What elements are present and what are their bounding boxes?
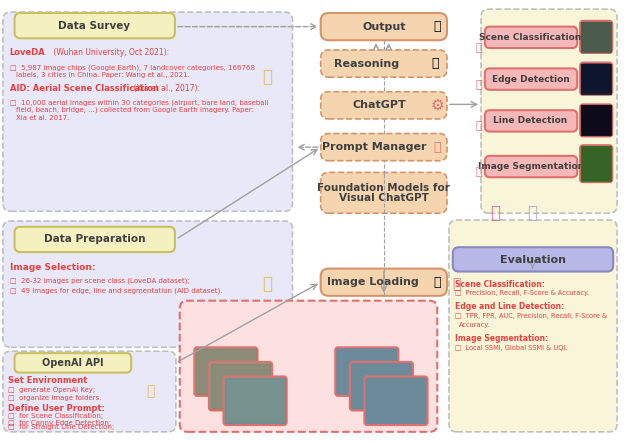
FancyBboxPatch shape (195, 348, 257, 396)
FancyBboxPatch shape (485, 110, 577, 131)
Text: Reasoning: Reasoning (334, 59, 399, 68)
FancyBboxPatch shape (580, 145, 612, 182)
FancyBboxPatch shape (15, 353, 131, 373)
Text: Data Preparation: Data Preparation (44, 235, 145, 244)
Text: Edge and Line Detection:: Edge and Line Detection: (455, 302, 564, 311)
Text: Image Loading: Image Loading (327, 277, 419, 287)
Text: Image Selection:: Image Selection: (10, 263, 95, 272)
Text: 💗: 💗 (491, 204, 500, 222)
Text: ⚙: ⚙ (431, 98, 444, 113)
Text: Image Segmentation:: Image Segmentation: (455, 334, 548, 343)
FancyBboxPatch shape (485, 26, 577, 48)
FancyBboxPatch shape (321, 50, 447, 77)
Text: 📥: 📥 (433, 276, 441, 289)
FancyBboxPatch shape (449, 220, 617, 432)
FancyBboxPatch shape (3, 221, 292, 348)
Text: 📊: 📊 (452, 277, 461, 291)
Text: 🗄: 🗄 (262, 275, 272, 293)
Text: Image Segmentation: Image Segmentation (477, 162, 584, 171)
Text: OpenAI API: OpenAI API (42, 358, 104, 368)
Text: Data Survey: Data Survey (58, 21, 131, 31)
Text: Edge Detection: Edge Detection (492, 75, 570, 84)
Text: □  26-32 images per scene class (LoveDA dataset);: □ 26-32 images per scene class (LoveDA d… (10, 278, 189, 284)
Text: Output: Output (362, 22, 406, 32)
Text: 🧠: 🧠 (431, 57, 439, 70)
Text: Visual ChatGPT: Visual ChatGPT (339, 193, 429, 203)
Text: □  Precision, Recall, F-Score & Accuracy.: □ Precision, Recall, F-Score & Accuracy. (455, 290, 589, 296)
Text: Define User Prompt:: Define User Prompt: (8, 404, 105, 413)
FancyBboxPatch shape (321, 172, 447, 213)
FancyBboxPatch shape (223, 377, 287, 425)
Text: □  10,000 aerial images within 30 categories (airport, bare land, baseball: □ 10,000 aerial images within 30 categor… (10, 99, 268, 106)
Text: □  TPR, FPR, AUC, Precision, Recall, F-Score &: □ TPR, FPR, AUC, Precision, Recall, F-Sc… (455, 313, 607, 319)
Text: field, beach, bridge, ...) collected from Google Earth imagery. Paper:: field, beach, bridge, ...) collected fro… (15, 107, 253, 113)
FancyBboxPatch shape (321, 134, 447, 161)
FancyBboxPatch shape (180, 301, 437, 432)
FancyBboxPatch shape (485, 68, 577, 90)
Text: 📤: 📤 (433, 20, 441, 33)
Text: □  49 images for edge, line and segmentation (AID dataset).: □ 49 images for edge, line and segmentat… (10, 288, 222, 294)
Text: LoveDA: LoveDA (10, 49, 45, 57)
FancyBboxPatch shape (209, 362, 272, 411)
FancyBboxPatch shape (3, 351, 176, 432)
Text: labels, 3 cities in China. Paper: Wang et al., 2021.: labels, 3 cities in China. Paper: Wang e… (15, 72, 189, 78)
Text: □  for Canny Edge Detection;: □ for Canny Edge Detection; (8, 420, 111, 426)
Text: 📍: 📍 (147, 384, 155, 398)
Text: □  for Scene Classification;: □ for Scene Classification; (8, 413, 103, 419)
Text: Scene Classification:: Scene Classification: (455, 280, 545, 289)
Text: Set Environment: Set Environment (8, 376, 87, 385)
Text: 📋: 📋 (476, 80, 483, 90)
FancyBboxPatch shape (335, 348, 399, 396)
FancyBboxPatch shape (364, 377, 428, 425)
Text: 👤: 👤 (433, 141, 441, 153)
Text: Foundation Models for: Foundation Models for (317, 183, 451, 193)
Text: Xia et al. 2017.: Xia et al. 2017. (15, 115, 69, 121)
FancyBboxPatch shape (580, 63, 612, 95)
Text: (Xia et al., 2017):: (Xia et al., 2017): (131, 84, 200, 93)
Text: Line Detection: Line Detection (493, 116, 568, 125)
Text: □  5,987 image chips (Google Earth), 7 landcover categories, 166768: □ 5,987 image chips (Google Earth), 7 la… (10, 64, 255, 71)
FancyBboxPatch shape (321, 269, 447, 296)
Text: 📄: 📄 (262, 68, 272, 86)
FancyBboxPatch shape (3, 12, 292, 211)
Text: Scene Classification: Scene Classification (479, 33, 582, 42)
Text: 💬: 💬 (527, 204, 538, 222)
Text: 📋: 📋 (476, 121, 483, 131)
FancyBboxPatch shape (453, 247, 613, 272)
FancyBboxPatch shape (481, 9, 617, 213)
FancyBboxPatch shape (15, 227, 175, 252)
Text: □  generate OpenAI Key;: □ generate OpenAI Key; (8, 387, 95, 393)
Text: Prompt Manager: Prompt Manager (322, 142, 426, 152)
FancyBboxPatch shape (321, 13, 447, 40)
FancyBboxPatch shape (580, 21, 612, 53)
Text: □  organize image folders.: □ organize image folders. (8, 395, 101, 401)
Text: □  for Straight Line Detection;: □ for Straight Line Detection; (8, 424, 114, 430)
FancyBboxPatch shape (15, 13, 175, 38)
Text: (Wuhan University, Oct 2021):: (Wuhan University, Oct 2021): (51, 49, 169, 57)
Text: □  Local SSMI, Global SSMI & UQI.: □ Local SSMI, Global SSMI & UQI. (455, 345, 567, 351)
Text: 📋: 📋 (476, 43, 483, 53)
Text: Evaluation: Evaluation (499, 255, 566, 265)
Text: ChatGPT: ChatGPT (352, 101, 406, 110)
Text: 📋: 📋 (476, 168, 483, 177)
Text: Accuracy.: Accuracy. (459, 322, 490, 328)
Text: AID: Aerial Scene Classification: AID: Aerial Scene Classification (10, 84, 159, 93)
FancyBboxPatch shape (580, 105, 612, 136)
FancyBboxPatch shape (485, 156, 577, 177)
FancyBboxPatch shape (321, 92, 447, 119)
FancyBboxPatch shape (350, 362, 413, 411)
